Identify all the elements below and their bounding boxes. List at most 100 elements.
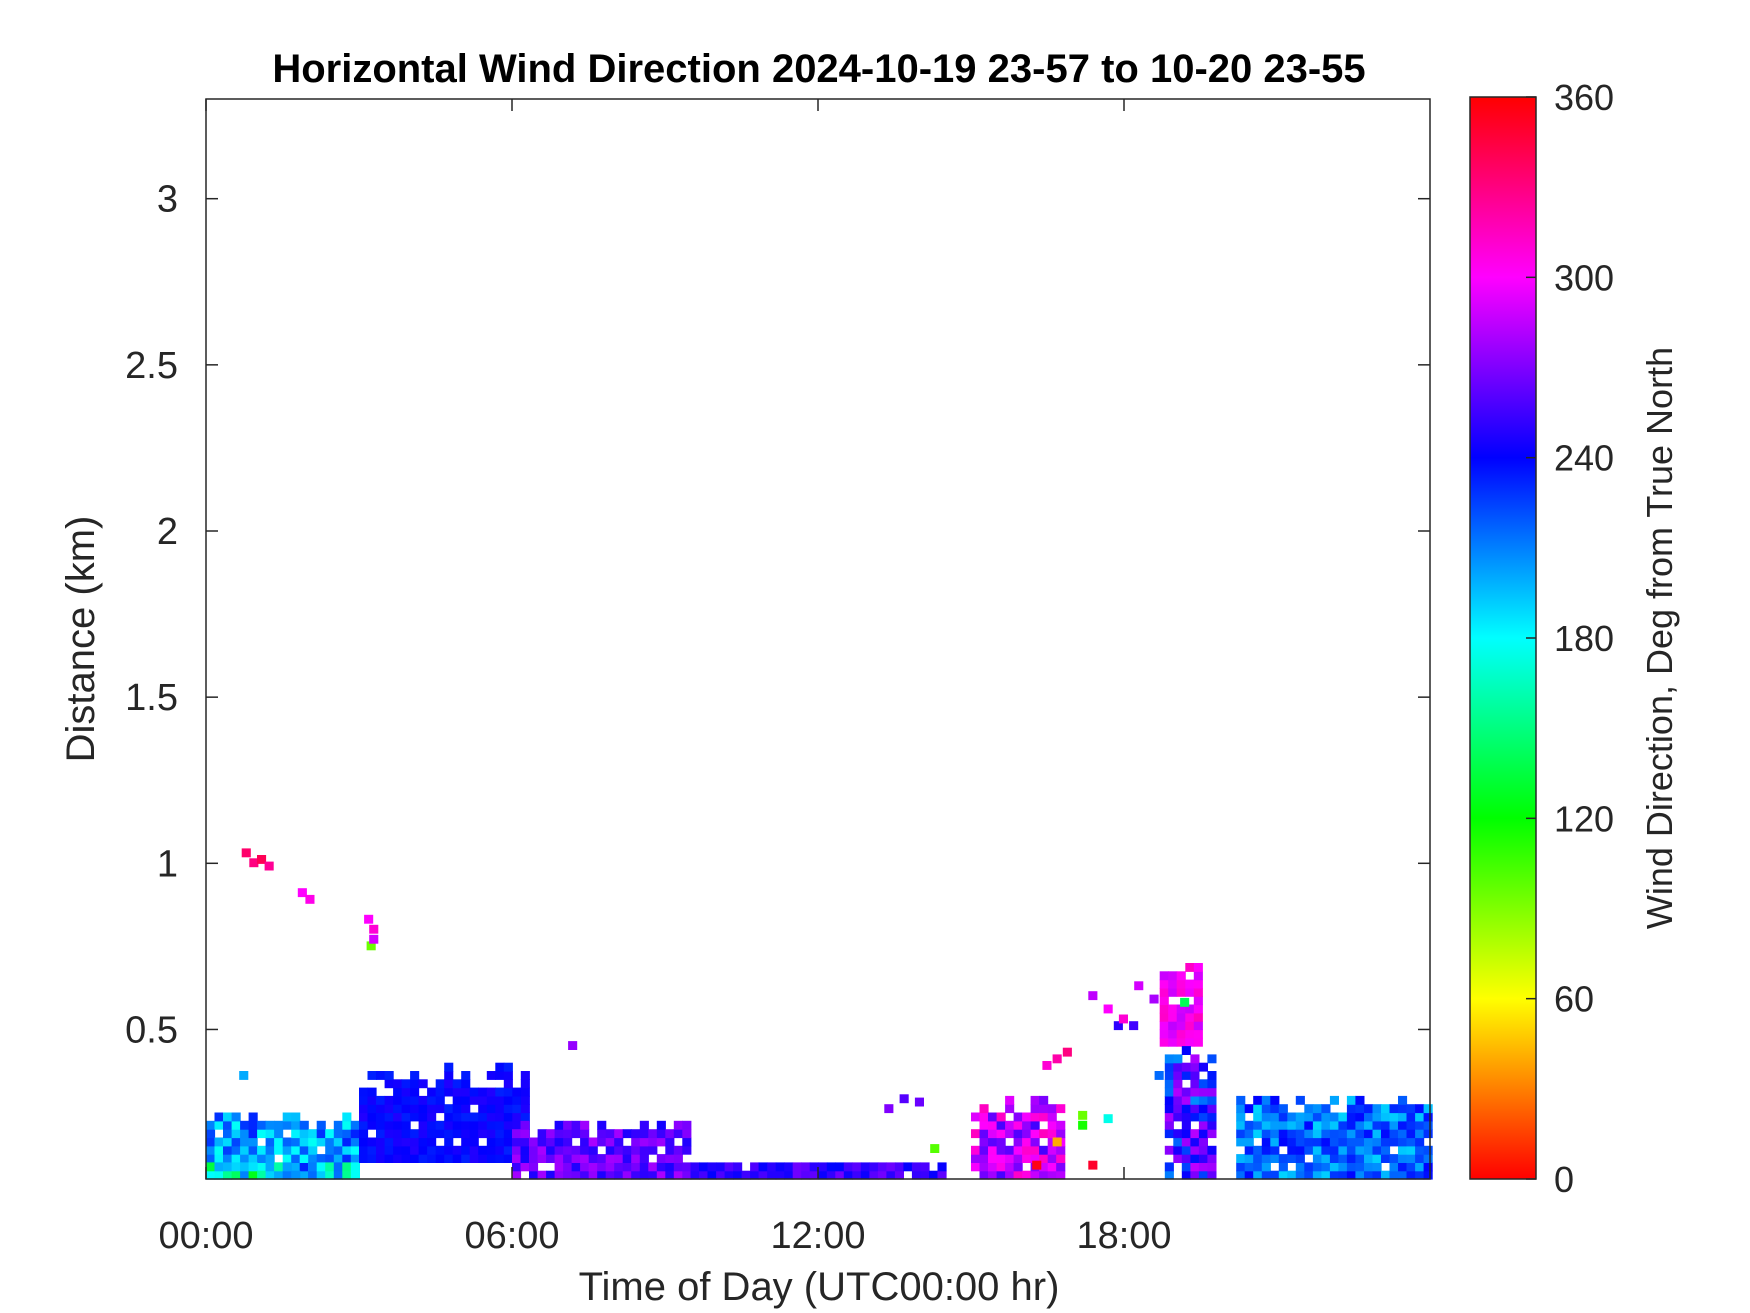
heatmap-cell bbox=[554, 1120, 564, 1130]
heatmap-cell bbox=[393, 1129, 403, 1139]
heatmap-cell bbox=[537, 1129, 547, 1139]
heatmap-cell bbox=[231, 1112, 241, 1122]
heatmap-cell bbox=[325, 1162, 335, 1172]
heatmap-cell bbox=[546, 1145, 556, 1155]
heatmap-cell bbox=[1355, 1162, 1365, 1172]
heatmap-cell bbox=[988, 1120, 998, 1130]
colorbar-ticks: 0 60 120 180 240 300 360 bbox=[1526, 77, 1614, 1200]
heatmap-cell bbox=[911, 1170, 921, 1180]
heatmap-cell bbox=[1346, 1170, 1356, 1180]
heatmap-cell bbox=[1013, 1154, 1023, 1163]
heatmap-cell bbox=[716, 1162, 726, 1172]
heatmap-cell bbox=[1236, 1162, 1246, 1172]
heatmap-cell bbox=[418, 1120, 428, 1130]
heatmap-cell bbox=[223, 1112, 233, 1122]
heatmap-cell bbox=[1398, 1170, 1408, 1180]
heatmap-cell bbox=[563, 1120, 573, 1130]
heatmap-cell bbox=[1198, 1120, 1208, 1130]
heatmap-cell bbox=[512, 1129, 522, 1139]
heatmap-cell bbox=[886, 1170, 896, 1180]
heatmap-cell bbox=[214, 1162, 224, 1172]
heatmap-cell bbox=[452, 1129, 462, 1139]
heatmap-cell bbox=[860, 1170, 870, 1180]
heatmap-cell bbox=[971, 1129, 981, 1139]
heatmap-cell bbox=[384, 1137, 394, 1147]
heatmap-cell bbox=[1193, 987, 1203, 997]
heatmap-cell bbox=[1364, 1137, 1374, 1147]
heatmap-cell bbox=[1207, 1079, 1217, 1089]
heatmap-cell bbox=[1244, 1162, 1254, 1172]
colorbar-tick-label: 300 bbox=[1554, 257, 1614, 298]
heatmap-cell bbox=[1039, 1162, 1049, 1172]
heatmap-cell bbox=[1287, 1170, 1297, 1180]
heatmap-cell bbox=[461, 1095, 471, 1105]
heatmap-cell bbox=[384, 1112, 394, 1122]
heatmap-cell bbox=[1088, 991, 1098, 1001]
heatmap-cell bbox=[359, 1145, 369, 1155]
heatmap-cell bbox=[520, 1145, 530, 1155]
heatmap-cell bbox=[478, 1154, 488, 1163]
heatmap-cell bbox=[1321, 1129, 1331, 1139]
heatmap-cell bbox=[495, 1112, 505, 1122]
heatmap-cell bbox=[1304, 1112, 1314, 1122]
heatmap-cell bbox=[1346, 1154, 1356, 1163]
heatmap-cell bbox=[758, 1170, 768, 1180]
heatmap-cell bbox=[597, 1137, 607, 1147]
heatmap-cell bbox=[418, 1095, 428, 1105]
heatmap-cell bbox=[1181, 1046, 1191, 1055]
heatmap-cell bbox=[1270, 1137, 1280, 1147]
heatmap-cell bbox=[350, 1170, 360, 1180]
heatmap-cell bbox=[1329, 1129, 1339, 1139]
heatmap-cell bbox=[1198, 1162, 1208, 1172]
heatmap-cell bbox=[410, 1154, 420, 1163]
heatmap-cell bbox=[1030, 1104, 1040, 1114]
heatmap-cell bbox=[223, 1129, 233, 1139]
heatmap-cell bbox=[359, 1104, 369, 1114]
heatmap-cell bbox=[495, 1120, 505, 1130]
heatmap-cell bbox=[1261, 1170, 1271, 1180]
heatmap-cell bbox=[401, 1112, 411, 1122]
heatmap-cell bbox=[1056, 1104, 1066, 1114]
heatmap-cell bbox=[1042, 1061, 1052, 1070]
heatmap-cell bbox=[401, 1079, 411, 1089]
heatmap-cell bbox=[546, 1129, 556, 1139]
heatmap-cell bbox=[384, 1079, 394, 1089]
heatmap-cell bbox=[248, 1137, 258, 1147]
heatmap-cell bbox=[503, 1087, 513, 1097]
heatmap-cell bbox=[1013, 1129, 1023, 1139]
heatmap-cell bbox=[316, 1170, 326, 1180]
heatmap-cell bbox=[1062, 1047, 1072, 1057]
heatmap-cell bbox=[512, 1120, 522, 1130]
heatmap-cell bbox=[1287, 1154, 1297, 1163]
heatmap-cell bbox=[401, 1129, 411, 1139]
heatmap-cell bbox=[665, 1129, 675, 1139]
heatmap-cell bbox=[1372, 1154, 1382, 1163]
y-tick-label: 1 bbox=[157, 843, 178, 885]
heatmap-cell bbox=[418, 1145, 428, 1155]
heatmap-cells bbox=[206, 848, 1433, 1180]
heatmap-cell bbox=[1193, 979, 1203, 989]
heatmap-cell bbox=[418, 1104, 428, 1114]
heatmap-cell bbox=[435, 1104, 445, 1114]
heatmap-cell bbox=[614, 1137, 624, 1147]
heatmap-cell bbox=[316, 1162, 326, 1172]
heatmap-cell bbox=[1389, 1137, 1399, 1147]
heatmap-cell bbox=[512, 1087, 522, 1097]
heatmap-cell bbox=[1113, 1021, 1123, 1031]
heatmap-cell bbox=[1423, 1162, 1433, 1172]
heatmap-cell bbox=[1398, 1129, 1408, 1139]
heatmap-cell bbox=[1415, 1120, 1425, 1130]
heatmap-cell bbox=[427, 1087, 437, 1097]
heatmap-cell bbox=[1312, 1162, 1322, 1172]
heatmap-cell bbox=[852, 1170, 862, 1180]
heatmap-cell bbox=[818, 1162, 828, 1172]
heatmap-cell bbox=[1389, 1154, 1399, 1163]
heatmap-cell bbox=[418, 1154, 428, 1163]
heatmap-cell bbox=[248, 1120, 258, 1130]
heatmap-cell bbox=[265, 1137, 275, 1147]
heatmap-cell bbox=[631, 1154, 641, 1163]
heatmap-cell bbox=[342, 1137, 352, 1147]
heatmap-cell bbox=[673, 1162, 683, 1172]
heatmap-cell bbox=[299, 1120, 309, 1130]
heatmap-cell bbox=[299, 1129, 309, 1139]
